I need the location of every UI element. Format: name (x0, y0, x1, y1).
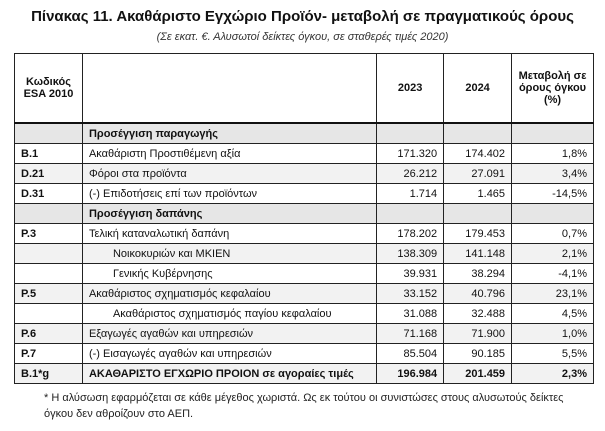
cell-desc: (-) Επιδοτήσεις επί των προϊόντων (81, 183, 378, 204)
cell-2023: 1.714 (376, 183, 445, 204)
cell-2023: 26.212 (376, 163, 445, 184)
cell-desc: Τελική καταναλωτική δαπάνη (81, 223, 378, 244)
cell-desc: Προσέγγιση παραγωγής (81, 122, 378, 144)
cell-2024 (443, 203, 513, 224)
table-row: P.7 (-) Εισαγωγές αγαθών και υπηρεσιών 85.… (14, 343, 594, 364)
cell-change: 1,0% (511, 323, 594, 344)
cell-desc: (-) Εισαγωγές αγαθών και υπηρεσιών (81, 343, 378, 364)
cell-change: 5,5% (511, 343, 594, 364)
cell-code (14, 203, 83, 224)
cell-code: P.5 (14, 283, 83, 304)
table-row: Νοικοκυριών και ΜΚΙΕΝ 138.309 141.148 2,1% (14, 243, 594, 264)
cell-code (14, 263, 83, 284)
cell-2023: 138.309 (376, 243, 445, 264)
cell-2023 (376, 203, 445, 224)
cell-2024: 71.900 (443, 323, 513, 344)
cell-code (14, 303, 83, 324)
cell-2023: 39.931 (376, 263, 445, 284)
cell-2024 (443, 122, 513, 144)
cell-2023: 171.320 (376, 143, 445, 164)
cell-change (511, 203, 594, 224)
table-row: Ακαθάριστος σχηματισμός παγίου κεφαλαίου… (14, 303, 594, 324)
cell-change: 23,1% (511, 283, 594, 304)
cell-code: P.3 (14, 223, 83, 244)
header-row: Κωδικός ESA 2010 2023 2024 Μεταβολή σε ό… (14, 53, 594, 124)
cell-desc: Προσέγγιση δαπάνης (81, 203, 378, 224)
cell-2024: 38.294 (443, 263, 513, 284)
table-row: Γενικής Κυβέρνησης 39.931 38.294 -4,1% (14, 263, 594, 284)
cell-desc: Φόροι στα προϊόντα (81, 163, 378, 184)
cell-change: 2,1% (511, 243, 594, 264)
table-row: P.5 Ακαθάριστος σχηματισμός κεφαλαίου 33.1… (14, 283, 594, 304)
header-desc (81, 53, 378, 124)
cell-2024: 201.459 (443, 363, 513, 384)
cell-2024: 27.091 (443, 163, 513, 184)
table-row: P.6 Εξαγωγές αγαθών και υπηρεσιών 71.168 71… (14, 323, 594, 344)
header-code: Κωδικός ESA 2010 (14, 53, 83, 124)
cell-desc: Ακαθάριστη Προστιθέμενη αξία (81, 143, 378, 164)
cell-2023: 178.202 (376, 223, 445, 244)
cell-code: P.6 (14, 323, 83, 344)
cell-2024: 32.488 (443, 303, 513, 324)
cell-change: -14,5% (511, 183, 594, 204)
cell-change: 1,8% (511, 143, 594, 164)
cell-desc: Ακαθάριστος σχηματισμός κεφαλαίου (81, 283, 378, 304)
cell-code: B.1 (14, 143, 83, 164)
header-change: Μεταβολή σε όρους όγκου (%) (511, 53, 594, 124)
cell-2023: 196.984 (376, 363, 445, 384)
cell-change: 0,7% (511, 223, 594, 244)
cell-desc: Γενικής Κυβέρνησης (81, 263, 378, 284)
cell-2023: 85.504 (376, 343, 445, 364)
cell-2024: 141.148 (443, 243, 513, 264)
table-row: B.1 Ακαθάριστη Προστιθέμενη αξία 171.320 17… (14, 143, 594, 164)
cell-desc: Ακαθάριστος σχηματισμός παγίου κεφαλαίου (81, 303, 378, 324)
cell-code (14, 122, 83, 144)
section-row: Προσέγγιση δαπάνης (14, 203, 594, 224)
table-subtitle: (Σε εκατ. €. Αλυσωτοί δείκτες όγκου, σε … (156, 31, 449, 43)
cell-2023: 33.152 (376, 283, 445, 304)
cell-code: D.31 (14, 183, 83, 204)
section-row: Προσέγγιση παραγωγής (14, 122, 594, 144)
cell-change (511, 122, 594, 144)
cell-2023: 31.088 (376, 303, 445, 324)
cell-code: D.21 (14, 163, 83, 184)
cell-2023 (376, 122, 445, 144)
cell-2024: 1.465 (443, 183, 513, 204)
table-row: D.21 Φόροι στα προϊόντα 26.212 27.091 3,4% (14, 163, 594, 184)
cell-desc: Εξαγωγές αγαθών και υπηρεσιών (81, 323, 378, 344)
table-row: D.31 (-) Επιδοτήσεις επί των προϊόντων 1.7… (14, 183, 594, 204)
table-title: Πίνακας 11. Ακαθάριστο Εγχώριο Προϊόν- μ… (31, 8, 574, 25)
total-row: B.1*g ΑΚΑΘΑΡΙΣΤΟ ΕΓΧΩΡΙΟ ΠΡΟΙΟΝ σε αγοραί… (14, 363, 594, 384)
cell-code: B.1*g (14, 363, 83, 384)
cell-change: 4,5% (511, 303, 594, 324)
cell-change: 2,3% (511, 363, 594, 384)
cell-2024: 174.402 (443, 143, 513, 164)
cell-desc: ΑΚΑΘΑΡΙΣΤΟ ΕΓΧΩΡΙΟ ΠΡΟΙΟΝ σε αγοραίες τι… (81, 363, 378, 384)
gdp-table: Κωδικός ESA 2010 2023 2024 Μεταβολή σε ό… (14, 53, 594, 384)
cell-code (14, 243, 83, 264)
header-2024: 2024 (443, 53, 513, 124)
cell-2024: 40.796 (443, 283, 513, 304)
cell-change: -4,1% (511, 263, 594, 284)
cell-desc: Νοικοκυριών και ΜΚΙΕΝ (81, 243, 378, 264)
table-row: P.3 Τελική καταναλωτική δαπάνη 178.202 179.… (14, 223, 594, 244)
header-2023: 2023 (376, 53, 445, 124)
footnote: * Η αλύσωση εφαρμόζεται σε κάθε μέγεθος … (44, 392, 564, 420)
cell-2024: 179.453 (443, 223, 513, 244)
cell-2023: 71.168 (376, 323, 445, 344)
cell-change: 3,4% (511, 163, 594, 184)
cell-code: P.7 (14, 343, 83, 364)
cell-2024: 90.185 (443, 343, 513, 364)
